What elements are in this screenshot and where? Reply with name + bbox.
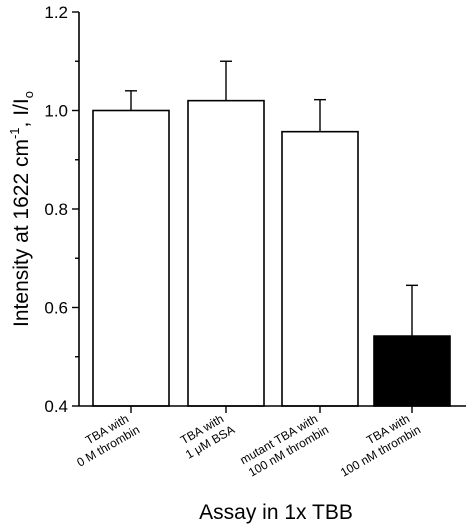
x-tick-label-1: TBA with0 M thrombin: [67, 409, 142, 469]
y-ticks-group: 0.4 0.6 0.8 1.0 1.2: [44, 3, 79, 416]
y-axis-label-sub: o: [21, 91, 36, 98]
y-axis-label-sup: -1: [7, 127, 22, 139]
x-tick-label-3: mutant TBA with100 nM thrombin: [238, 409, 331, 480]
y-tick-label-2: 0.6: [44, 299, 68, 318]
y-axis-label-mid: , I/I: [10, 98, 33, 127]
y-axis-label-main: Intensity at 1622 cm: [10, 139, 33, 327]
x-tick-label-2: TBA with1 μM BSA: [176, 409, 237, 461]
y-tick-label-5: 1.2: [44, 3, 68, 22]
x-ticks-group: TBA with0 M thrombin TBA with1 μM BSA muta…: [67, 406, 423, 480]
y-axis-label: Intensity at 1622 cm-1, I/Io: [7, 91, 36, 327]
bar-2: [187, 99, 265, 407]
bar-1: [92, 109, 170, 407]
y-tick-label-3: 0.8: [44, 200, 68, 219]
bars-group: [92, 99, 451, 407]
error-bars-group: [125, 60, 418, 337]
y-tick-label-1: 0.4: [44, 397, 68, 416]
bar-3: [281, 130, 359, 407]
x-axis-label: Assay in 1x TBB: [199, 501, 353, 524]
y-tick-label-4: 1.0: [44, 102, 68, 121]
bar-4: [373, 335, 451, 407]
x-tick-label-4: TBA with100 nM thrombin: [331, 409, 423, 479]
